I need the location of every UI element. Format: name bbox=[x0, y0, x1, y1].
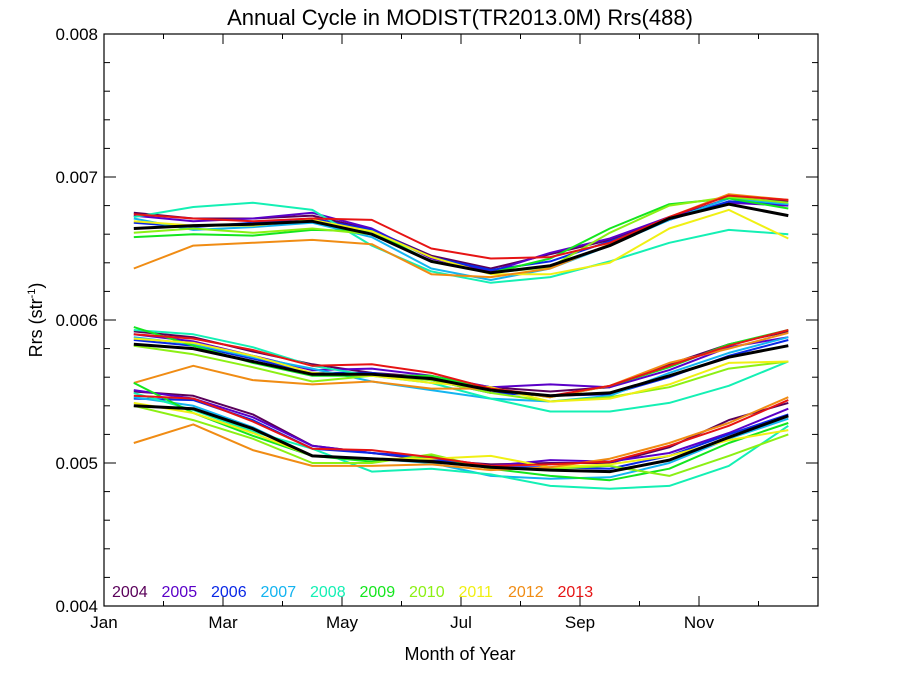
legend-entry-2007: 2007 bbox=[261, 584, 297, 601]
y-axis-label-base: Rrs (str bbox=[26, 298, 46, 357]
y-axis-tick-labels: 0.004 0.005 0.006 0.007 0.008 bbox=[55, 25, 98, 616]
legend-entry-2013: 2013 bbox=[558, 584, 594, 601]
legend-entry-2012: 2012 bbox=[508, 584, 544, 601]
legend-entry-2006: 2006 bbox=[211, 584, 247, 601]
series-line-mean-lower bbox=[133, 404, 789, 474]
legend-entry-2009: 2009 bbox=[360, 584, 396, 601]
legend-entry-2011: 2011 bbox=[459, 584, 494, 601]
series-line-mean-middle bbox=[133, 342, 789, 398]
y-tick-label: 0.006 bbox=[55, 311, 98, 330]
legend-entry-2008: 2008 bbox=[310, 584, 346, 601]
y-axis-ticks bbox=[104, 33, 818, 607]
y-axis-label-close: ) bbox=[26, 283, 46, 289]
series-line-2013-middle bbox=[133, 329, 789, 397]
y-tick-label: 0.004 bbox=[55, 597, 98, 616]
plot-frame bbox=[103, 33, 819, 607]
y-tick-label: 0.007 bbox=[55, 168, 98, 187]
series-line-2012-lower bbox=[133, 396, 789, 472]
series-line-2007-middle bbox=[133, 336, 789, 403]
series-line-2010-middle bbox=[133, 344, 789, 403]
x-tick-label: Nov bbox=[684, 613, 715, 632]
series-line-2008-upper bbox=[133, 201, 789, 284]
y-axis-label-superscript: -1 bbox=[26, 289, 38, 299]
series-line-2008-middle bbox=[133, 329, 789, 413]
x-tick-label: Jan bbox=[90, 613, 117, 632]
x-axis-label: Month of Year bbox=[404, 644, 515, 664]
x-tick-label: May bbox=[326, 613, 359, 632]
series-line-2013-upper bbox=[133, 194, 789, 260]
chart-title: Annual Cycle in MODIST(TR2013.0M) Rrs(48… bbox=[227, 5, 693, 30]
series-line-mean-upper bbox=[133, 202, 789, 275]
x-tick-label: Mar bbox=[208, 613, 238, 632]
x-axis-ticks bbox=[103, 34, 819, 606]
legend: 2004 2005 2006 2007 2008 2009 2010 2011 2012 2013 bbox=[112, 584, 593, 601]
x-tick-label: Jul bbox=[450, 613, 472, 632]
series-line-2013-lower bbox=[133, 394, 789, 467]
series-line-2011-lower bbox=[133, 401, 789, 469]
series-line-2012-middle bbox=[133, 331, 789, 399]
x-tick-label: Sep bbox=[565, 613, 595, 632]
legend-entry-2004: 2004 bbox=[112, 584, 148, 601]
legend-entry-2010: 2010 bbox=[409, 584, 445, 601]
legend-entry-2005: 2005 bbox=[162, 584, 198, 601]
series-line-2007-lower bbox=[133, 396, 789, 480]
y-axis-label: Rrs (str-1) bbox=[26, 283, 46, 358]
x-axis-tick-labels: Jan Mar May Jul Sep Nov bbox=[90, 613, 714, 632]
y-tick-label: 0.008 bbox=[55, 25, 98, 44]
series-line-2008-lower bbox=[133, 391, 789, 490]
plot-lines bbox=[133, 193, 789, 490]
y-tick-label: 0.005 bbox=[55, 454, 98, 473]
